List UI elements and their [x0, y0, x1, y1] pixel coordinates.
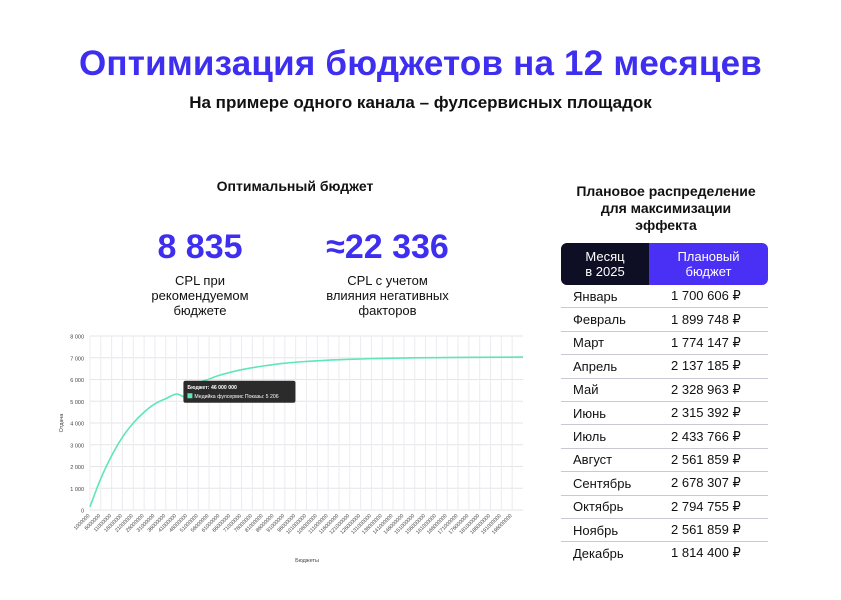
row-month: Апрель: [573, 358, 618, 374]
plan-title-line3: эффекта: [635, 217, 697, 233]
row-budget: 1 814 400 ₽: [671, 545, 741, 561]
kpi1-label-line3: бюджете: [173, 303, 227, 318]
row-month: Сентябрь: [573, 475, 632, 491]
header-month-line1: Месяц: [585, 249, 625, 264]
table-row: Июль 2 433 766 ₽: [561, 425, 768, 449]
row-budget: 2 794 755 ₽: [671, 498, 741, 514]
y-tick-label: 0: [81, 509, 84, 515]
y-tick-label: 8 000: [70, 335, 84, 341]
y-tick-label: 1 000: [70, 487, 84, 493]
table-row: Январь 1 700 606 ₽: [561, 285, 768, 309]
y-tick-label: 4 000: [70, 422, 84, 428]
y-tick-label: 3 000: [70, 443, 84, 449]
row-budget: 1 899 748 ₽: [671, 311, 741, 327]
plan-table-header: Месяц в 2025 Плановый бюджет: [561, 243, 768, 285]
plan-table: Месяц в 2025 Плановый бюджет Январь 1 700…: [561, 243, 768, 565]
table-row: Март 1 774 147 ₽: [561, 332, 768, 356]
y-tick-label: 2 000: [70, 465, 84, 471]
header-budget: Плановый бюджет: [649, 243, 768, 285]
header-budget-line2: бюджет: [685, 264, 732, 279]
table-row: Октябрь 2 794 755 ₽: [561, 496, 768, 519]
tooltip-title: Бюджет: 46 000 000: [187, 385, 237, 391]
row-budget: 2 561 859 ₽: [671, 522, 741, 538]
kpi-cpl-recommended-label: CPL при рекомендуемом бюджете: [130, 273, 270, 318]
y-axis-label: Отдача: [59, 413, 65, 433]
y-tick-label: 5 000: [70, 400, 84, 406]
plan-title-line2: для максимизации: [600, 200, 732, 216]
table-row: Сентябрь 2 678 307 ₽: [561, 472, 768, 496]
row-month: Ноябрь: [573, 522, 619, 538]
chart-svg: 0 1 000 2 000 3 000 4 000 5 000 6 000 7 000 8 00…: [59, 335, 524, 564]
page-title: Оптимизация бюджетов на 12 месяцев: [79, 44, 762, 83]
row-month: Декабрь: [573, 545, 624, 561]
plan-title: Плановое распределение для максимизации …: [556, 183, 776, 234]
table-row: Апрель 2 137 185 ₽: [561, 355, 768, 379]
row-month: Октябрь: [573, 499, 624, 515]
x-axis-label: Бюджеты: [295, 558, 319, 564]
row-budget: 2 328 963 ₽: [671, 381, 741, 397]
row-budget: 1 700 606 ₽: [671, 288, 741, 304]
page-subtitle: На примере одного канала – фулсервисных …: [189, 93, 652, 112]
row-month: Март: [573, 335, 605, 351]
kpi2-label-line3: факторов: [358, 303, 417, 318]
row-budget: 2 315 392 ₽: [671, 405, 741, 421]
kpi1-label-line1: CPL при: [175, 273, 225, 288]
tooltip-box: [183, 380, 296, 403]
kpi-cpl-negative-value: ≈22 336: [326, 228, 449, 266]
header-budget-line1: Плановый: [677, 249, 740, 264]
tooltip-swatch: [187, 393, 193, 399]
y-tick-label: 7 000: [70, 356, 84, 362]
row-budget: 2 433 766 ₽: [671, 428, 741, 444]
row-month: Июнь: [573, 405, 607, 421]
kpi-cpl-negative-label: CPL с учетом влияния негативных факторов: [300, 273, 475, 318]
row-budget: 2 678 307 ₽: [671, 475, 741, 491]
table-row: Август 2 561 859 ₽: [561, 449, 768, 473]
row-budget: 2 561 859 ₽: [671, 451, 741, 467]
row-month: Август: [573, 452, 613, 468]
optimal-budget-title: Оптимальный бюджет: [216, 178, 374, 194]
row-month: Май: [573, 382, 599, 398]
kpi-cpl-recommended-value: 8 835: [157, 228, 243, 266]
row-budget: 2 137 185 ₽: [671, 358, 741, 374]
kpi2-label-line1: CPL с учетом: [347, 273, 428, 288]
table-row: Февраль 1 899 748 ₽: [561, 308, 768, 332]
budget-response-chart: 0 1 000 2 000 3 000 4 000 5 000 6 000 7 000 8 00…: [55, 328, 535, 568]
table-row: Июнь 2 315 392 ₽: [561, 402, 768, 426]
kpi1-label-line2: рекомендуемом: [151, 288, 249, 303]
tooltip-text: Медийка фулсервис Показы: 5 206: [194, 393, 278, 400]
row-month: Январь: [573, 288, 618, 304]
header-month-line2: в 2025: [585, 264, 625, 279]
table-row: Ноябрь 2 561 859 ₽: [561, 519, 768, 543]
table-row: Декабрь 1 814 400 ₽: [561, 542, 768, 564]
header-month: Месяц в 2025: [561, 243, 649, 285]
kpi2-label-line2: влияния негативных: [326, 288, 449, 303]
y-tick-label: 6 000: [70, 378, 84, 384]
plan-title-line1: Плановое распределение: [576, 183, 756, 199]
table-row: Май 2 328 963 ₽: [561, 379, 768, 402]
row-budget: 1 774 147 ₽: [671, 334, 741, 350]
series-line: [89, 356, 524, 508]
row-month: Июль: [573, 429, 607, 445]
row-month: Февраль: [573, 312, 626, 328]
